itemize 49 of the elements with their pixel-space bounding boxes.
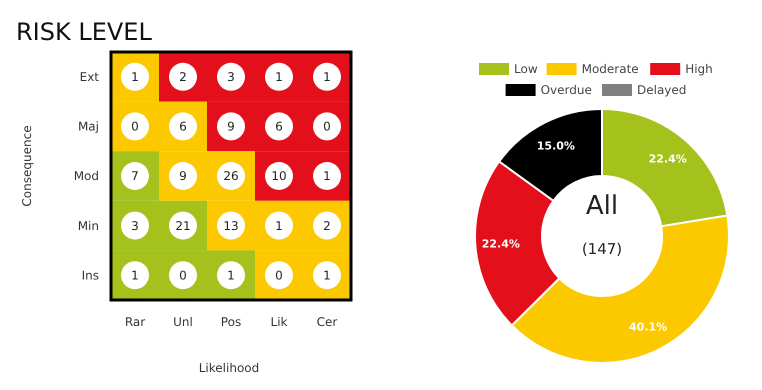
x-tick-label: Rar bbox=[124, 315, 146, 329]
y-tick-label: Mod bbox=[74, 169, 99, 184]
data-label: 0 bbox=[275, 268, 283, 282]
data-label: 6 bbox=[275, 120, 283, 134]
data-label: 2 bbox=[179, 70, 187, 84]
text: All bbox=[586, 191, 618, 221]
y-axis-title: Consequence bbox=[20, 125, 34, 207]
data-label: 1 bbox=[323, 268, 331, 282]
data-label: 9 bbox=[227, 120, 235, 134]
legend-label: Delayed bbox=[637, 83, 686, 98]
data-label: 1 bbox=[275, 218, 283, 233]
x-tick-label: Lik bbox=[270, 315, 288, 329]
x-axis-title: Likelihood bbox=[198, 361, 260, 375]
legend-label: High bbox=[685, 62, 713, 76]
data-label: 9 bbox=[179, 169, 187, 184]
data-label: 3 bbox=[131, 218, 139, 233]
data-label: 2 bbox=[323, 218, 331, 233]
data-label: 22.4% bbox=[648, 152, 687, 166]
y-tick-label: Ins bbox=[82, 268, 99, 282]
x-tick-label: Pos bbox=[220, 315, 242, 329]
data-label: 21 bbox=[175, 218, 191, 233]
data-label: 40.1% bbox=[629, 320, 668, 334]
legend-label: Low bbox=[514, 62, 538, 76]
data-label: 10 bbox=[271, 169, 287, 184]
data-label: 0 bbox=[179, 268, 187, 282]
y-tick-label: Maj bbox=[78, 120, 99, 134]
data-label: 7 bbox=[131, 169, 139, 184]
x-tick-label: Unl bbox=[173, 315, 193, 329]
y-tick-label: Ext bbox=[80, 70, 100, 84]
data-label: 26 bbox=[223, 169, 239, 184]
data-label: 15.0% bbox=[536, 139, 575, 152]
x-tick-label: Cer bbox=[316, 315, 338, 329]
data-label: 6 bbox=[179, 120, 187, 134]
data-label: 0 bbox=[323, 120, 331, 134]
data-label: 1 bbox=[323, 169, 331, 184]
data-label: 1 bbox=[275, 70, 283, 84]
text: (147) bbox=[582, 240, 622, 258]
legend-label: Overdue bbox=[540, 83, 592, 98]
data-label: 0 bbox=[131, 120, 139, 134]
data-label: 13 bbox=[223, 218, 239, 233]
data-label: 1 bbox=[131, 268, 139, 282]
data-label: 1 bbox=[323, 70, 331, 84]
chart-title: RISK LEVEL bbox=[16, 18, 152, 46]
y-tick-label: Min bbox=[78, 218, 99, 233]
data-label: 1 bbox=[131, 70, 139, 84]
data-label: 1 bbox=[227, 268, 235, 282]
legend-label: Moderate bbox=[582, 62, 639, 76]
data-label: 3 bbox=[227, 70, 235, 84]
data-label: 22.4% bbox=[482, 238, 520, 251]
